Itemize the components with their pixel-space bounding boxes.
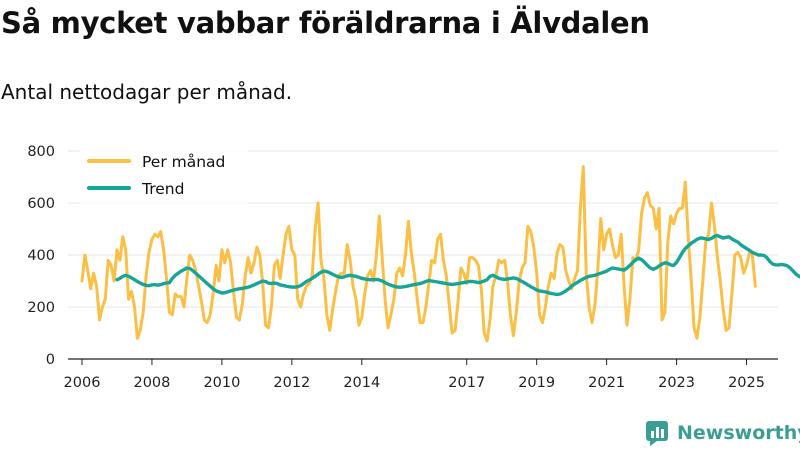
y-tick-label: 800 [27,144,55,160]
x-tick-label: 2017 [448,375,485,391]
chart-subtitle: Antal nettodagar per månad. [1,80,293,104]
y-tick-label: 200 [27,300,55,316]
x-tick-label: 2006 [64,375,101,391]
newsworthy-logo-icon [646,421,668,446]
series-line-trend [115,233,800,297]
x-tick-label: 2023 [658,375,695,391]
axis-layer: 0 200 400 600 800 2006 2008 2010 2012 2014 2017 201… [27,144,765,391]
x-tick-label: 2008 [133,375,170,391]
brand-logo: Newsworthy [645,420,800,446]
legend: Per månad Trend [80,148,248,206]
legend-label: Per månad [142,153,225,171]
x-tick-label: 2014 [343,375,380,391]
x-tick-label: 2019 [518,375,555,391]
x-tick-label: 2025 [728,375,765,391]
series-layer [80,165,800,343]
brand-name: Newsworthy [677,422,800,444]
series-line-per-manad [80,165,757,343]
x-tick-label: 2012 [273,375,310,391]
chart-title: Så mycket vabbar föräldrarna i Älvdalen [1,6,650,40]
legend-label: Trend [141,180,184,198]
legend-background [80,148,248,206]
x-tick-label: 2021 [588,375,625,391]
y-tick-label: 0 [46,352,55,368]
y-tick-label: 400 [27,248,55,264]
y-tick-label: 600 [27,196,55,212]
x-tick-label: 2010 [203,375,240,391]
